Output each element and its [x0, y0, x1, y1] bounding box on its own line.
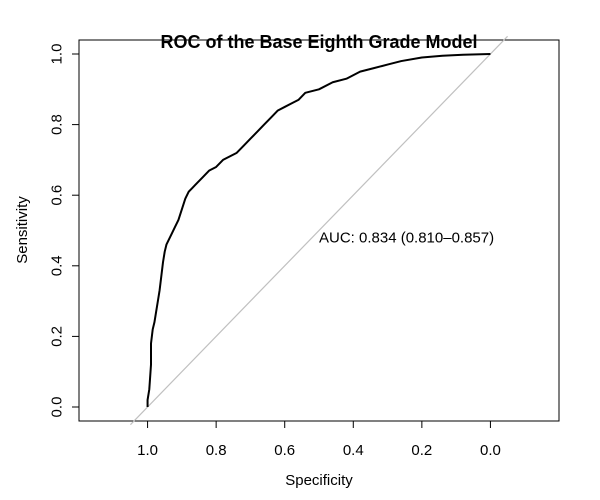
x-tick-label: 0.8	[206, 442, 227, 459]
y-axis-label: Sensitivity	[14, 196, 31, 264]
x-tick-label: 0.2	[411, 442, 432, 459]
x-tick-label: 0.6	[274, 442, 295, 459]
y-tick-label: 0.4	[49, 255, 66, 276]
y-tick-label: 0.0	[49, 397, 66, 418]
y-tick-label: 1.0	[49, 44, 66, 65]
y-tick-label: 0.8	[49, 114, 66, 135]
y-tick-label: 0.6	[49, 185, 66, 206]
x-axis-label: Specificity	[285, 472, 353, 489]
x-tick-label: 0.0	[480, 442, 501, 459]
x-tick-label: 1.0	[137, 442, 158, 459]
x-tick-label: 0.4	[343, 442, 364, 459]
y-tick-label: 0.2	[49, 326, 66, 347]
auc-annotation: AUC: 0.834 (0.810–0.857)	[319, 230, 494, 247]
y-axis: 0.0 0.2 0.4 0.6 0.8 1.0	[49, 44, 80, 418]
x-axis: 1.0 0.8 0.6 0.4 0.2 0.0	[137, 420, 501, 459]
reference-diagonal-line	[129, 35, 509, 426]
roc-curve	[146, 53, 491, 407]
chart-title: ROC of the Base Eighth Grade Model	[160, 32, 477, 52]
